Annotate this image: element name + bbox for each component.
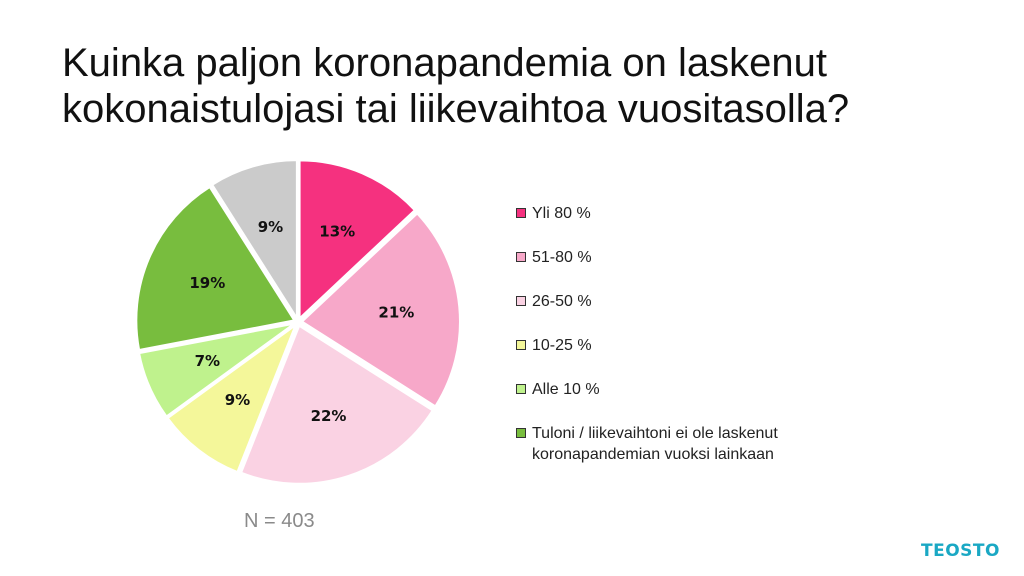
legend-label-0: Yli 80 %	[532, 205, 591, 222]
pie-slice-4	[137, 322, 295, 418]
legend-item-5: Tuloni / liikevaihtoni ei ole laskenut k…	[516, 423, 916, 465]
teosto-logo: TEOSTO	[921, 541, 1000, 561]
legend-label-2: 26-50 %	[532, 293, 592, 310]
pie-slice-2	[239, 324, 435, 485]
legend-label-1: 51-80 %	[532, 249, 592, 266]
legend-item-0: Yli 80 %	[516, 203, 916, 224]
sample-size-note: N = 403	[244, 510, 315, 532]
legend-swatch-1	[516, 252, 526, 262]
legend-swatch-2	[516, 296, 526, 306]
legend-swatch-0	[516, 208, 526, 218]
pie-slice-label-6: 9%	[258, 218, 283, 236]
legend-item-4: Alle 10 %	[516, 379, 916, 400]
pie-slice-label-5: 19%	[189, 274, 225, 292]
pie-slice-label-4: 7%	[195, 352, 220, 370]
chart-title: Kuinka paljon koronapandemia on laskenut…	[62, 40, 982, 132]
legend-label-3: 10-25 %	[532, 337, 592, 354]
pie-slice-label-0: 13%	[319, 222, 355, 240]
pie-slice-label-2: 22%	[311, 407, 347, 425]
legend-item-1: 51-80 %	[516, 247, 916, 268]
chart-title-line-2: kokonaistulojasi tai liikevaihtoa vuosit…	[62, 87, 850, 131]
chart-title-line-1: Kuinka paljon koronapandemia on laskenut	[62, 41, 827, 85]
legend-swatch-5	[516, 428, 526, 438]
legend-item-2: 26-50 %	[516, 291, 916, 312]
pie-slice-3	[166, 322, 298, 474]
legend-item-3: 10-25 %	[516, 335, 916, 356]
pie-slice-5	[135, 185, 296, 352]
chart-legend: Yli 80 % 51-80 % 26-50 % 10-25 % Alle 10 % Tu…	[516, 203, 916, 465]
pie-slice-label-3: 9%	[225, 391, 250, 409]
legend-swatch-4	[516, 384, 526, 394]
legend-label-5: Tuloni / liikevaihtoni ei ole laskenut k…	[532, 425, 778, 463]
pie-slice-label-1: 21%	[378, 304, 414, 322]
legend-label-4: Alle 10 %	[532, 381, 600, 398]
pie-slice-0	[298, 159, 417, 321]
pie-slice-1	[300, 212, 461, 408]
legend-swatch-3	[516, 340, 526, 350]
pie-chart: 13% 21% 22% 9% 7% 19% 9%	[135, 159, 461, 485]
pie-slice-6	[210, 159, 298, 322]
